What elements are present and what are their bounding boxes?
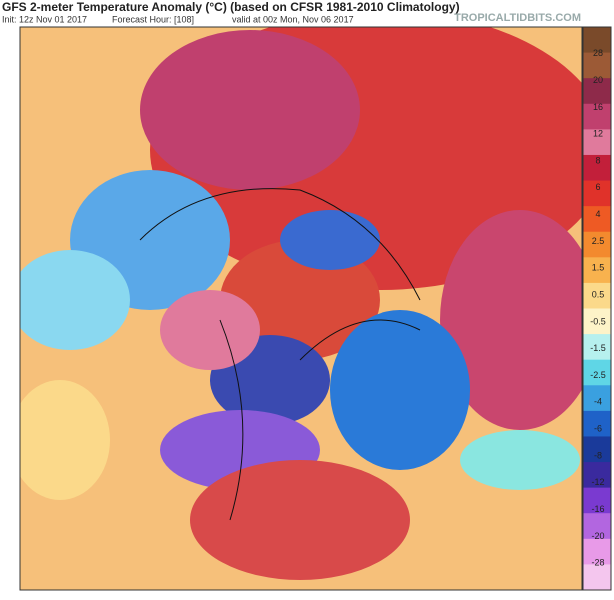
title: GFS 2-meter Temperature Anomaly (°C) (ba… [2,0,460,14]
colorbar-band [583,385,611,412]
colorbar-band [583,359,611,386]
source: TROPICALTIDBITS.COM [454,12,581,24]
colorbar-label: -12 [591,477,604,487]
colorbar-label: 8 [595,155,600,165]
map-frame [19,26,583,591]
colorbar-band [583,564,611,591]
colorbar-band [583,154,611,182]
colorbar-label: -1.5 [590,343,606,353]
colorbar-label: 2.5 [592,236,605,246]
colorbar-label: 28 [593,48,603,58]
colorbar-band [583,27,611,54]
colorbar-band [583,334,611,361]
colorbar-label: -16 [591,504,604,514]
colorbar-band [583,206,611,233]
colorbar-label: 6 [595,182,600,192]
anomaly-map [20,27,582,590]
colorbar-label: 0.5 [592,289,605,299]
colorbar-label: 16 [593,102,603,112]
colorbar-label: -4 [594,397,602,407]
colorbar: 28 20 16 12 8 6 4 2.5 1.5 0.5 -0.5 -1.5 -2.5 -4 -6 -8 -1… [582,26,612,591]
init: Init: 12z Nov 01 2017 [2,14,87,24]
valid-time: valid at 00z Mon, Nov 06 2017 [232,14,354,24]
colorbar-band [583,462,611,489]
forecast-hour: Forecast Hour: [108] [112,14,194,24]
colorbar-band [583,436,611,463]
colorbar-label: -8 [594,450,602,460]
colorbar-label: -0.5 [590,316,606,326]
colorbar-label: -6 [594,424,602,434]
colorbar-band [583,410,611,437]
colorbar-frame [582,26,612,591]
colorbar-label: 20 [593,75,603,85]
colorbar-band [583,78,611,105]
colorbar-label: 12 [593,129,603,139]
colorbar-band [583,538,611,565]
colorbar-band [583,282,611,309]
colorbar-label: -20 [591,531,604,541]
colorbar-band [583,513,611,540]
colorbar-band [583,257,611,284]
colorbar-band [583,129,611,156]
colorbar-label: 4 [595,209,600,219]
colorbar-band [583,180,611,207]
colorbar-band [583,308,611,335]
colorbar-band [583,52,611,79]
colorbar-label: -28 [591,558,604,568]
colorbar-band [583,231,611,258]
colorbar-label: -2.5 [590,370,606,380]
colorbar-band [583,103,611,130]
colorbar-label: 1.5 [592,263,605,273]
colorbar-band [583,487,611,514]
